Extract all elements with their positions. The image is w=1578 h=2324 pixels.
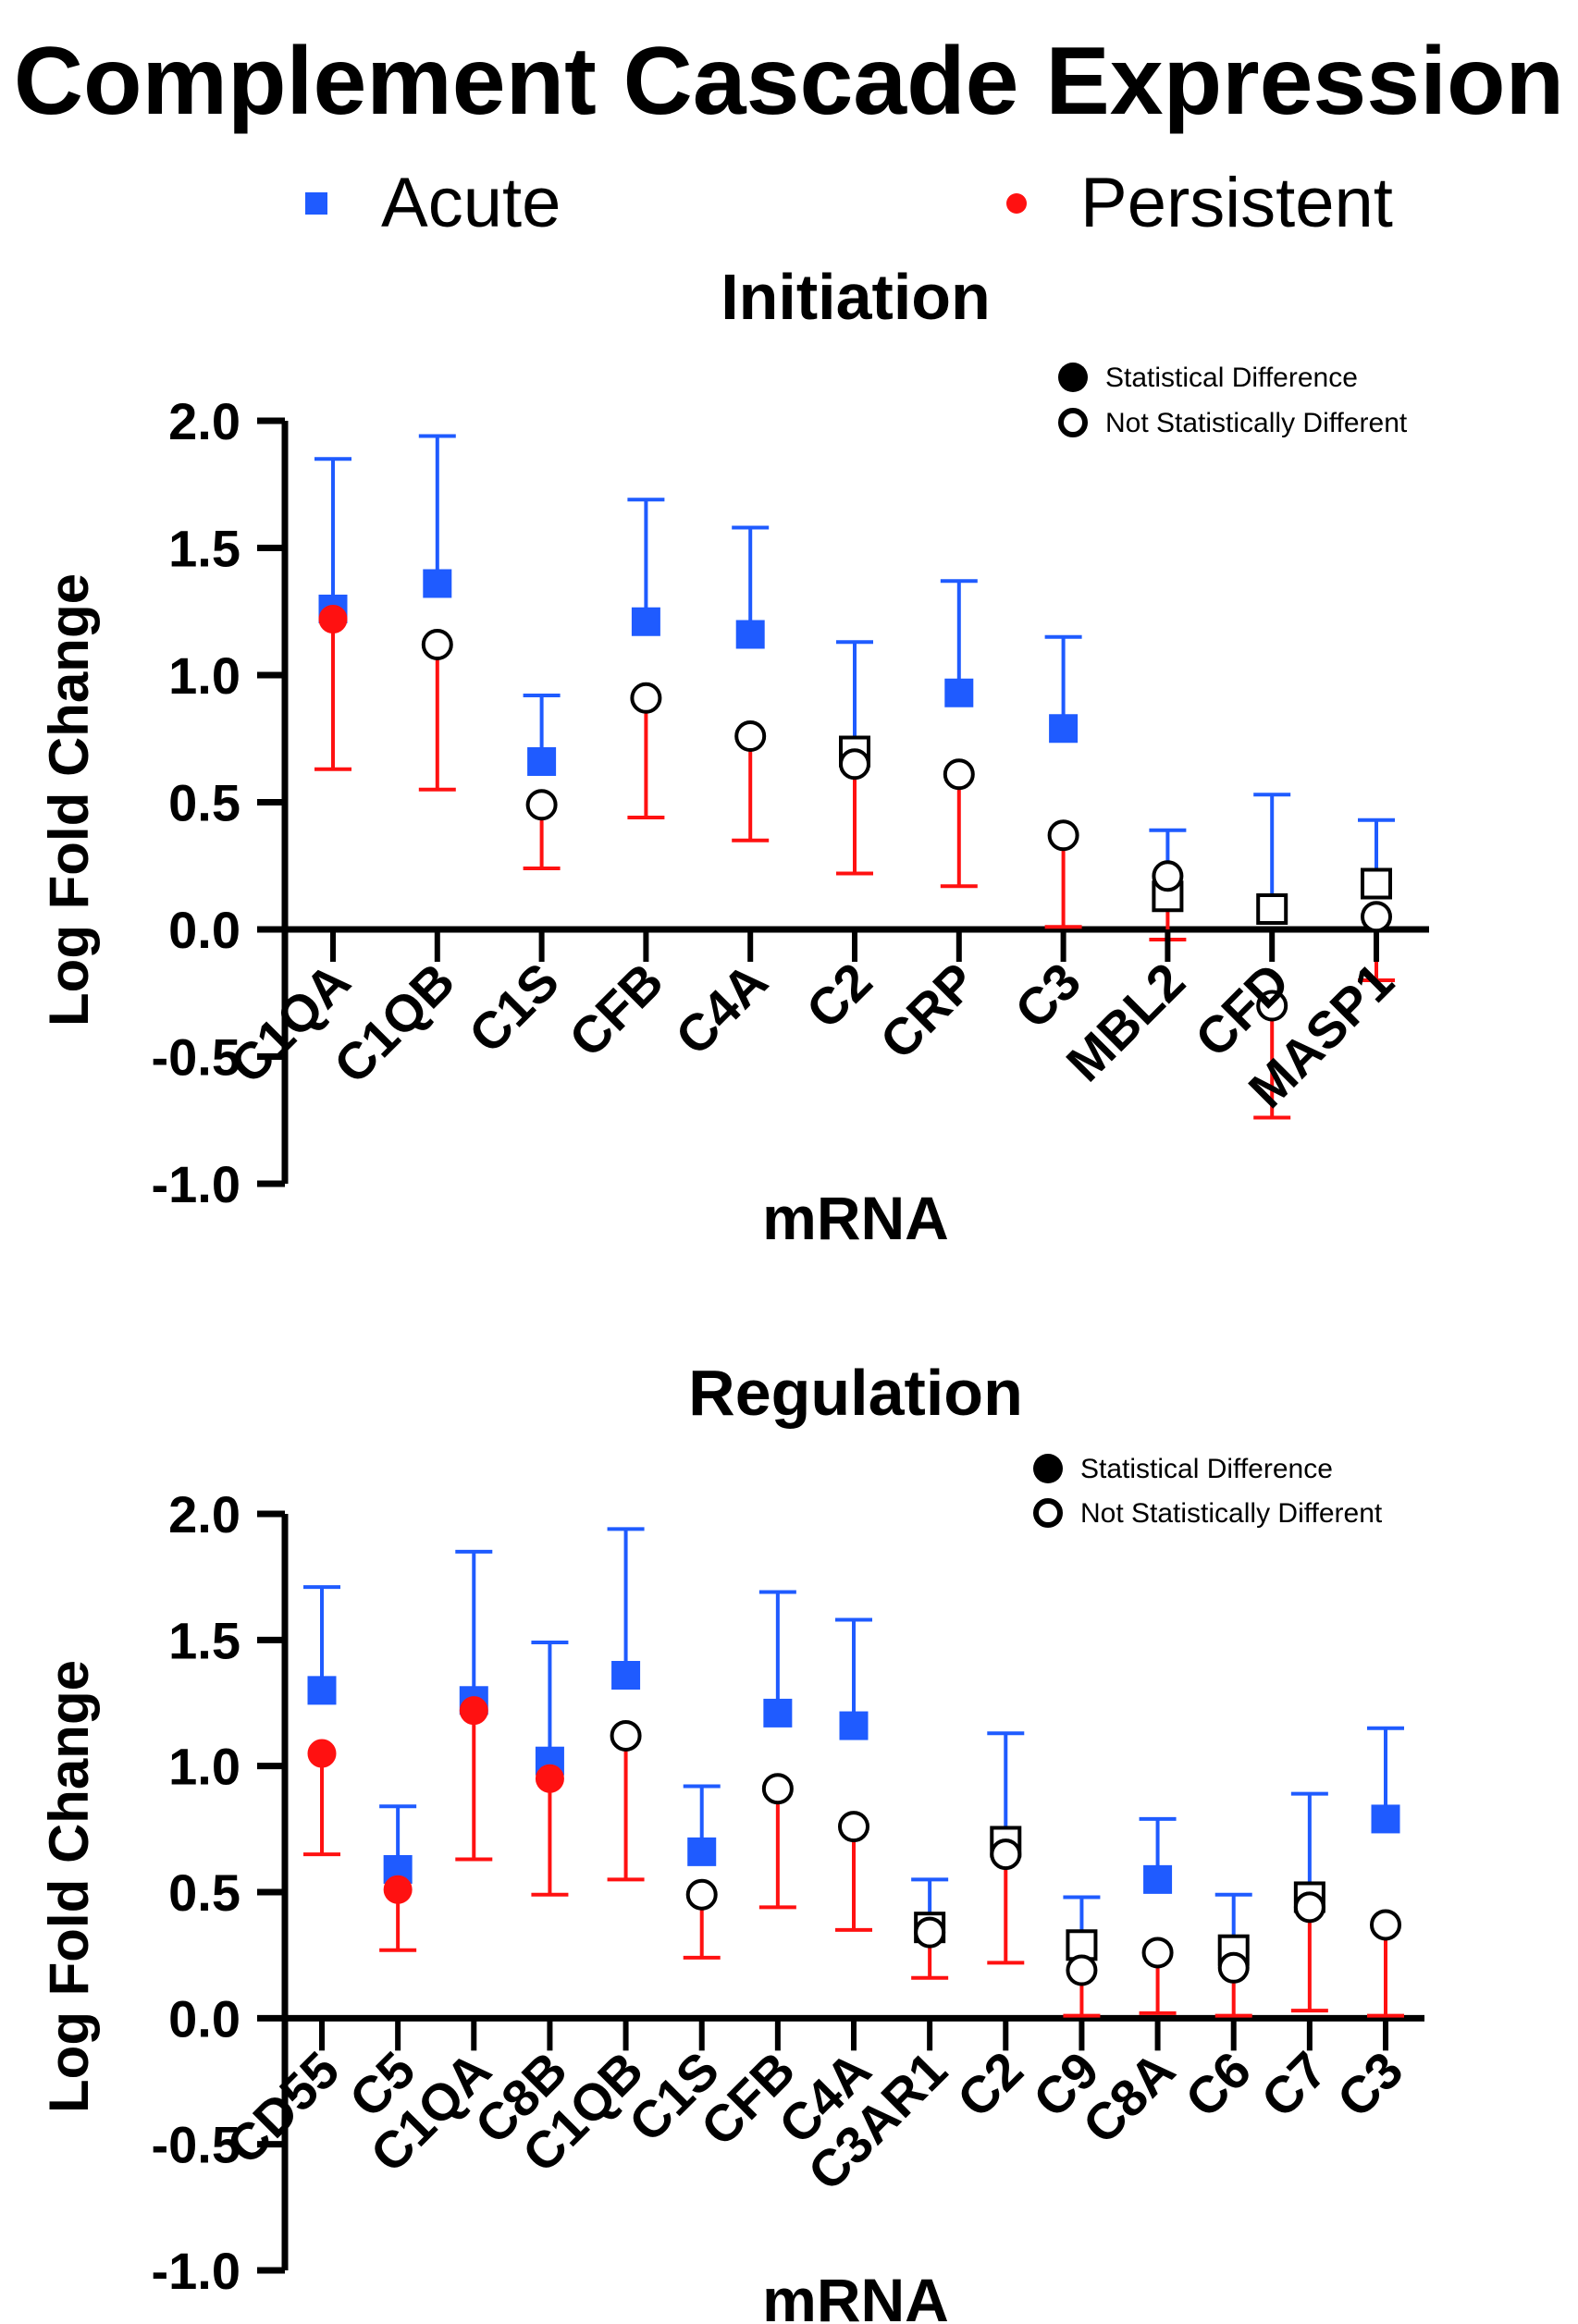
- point-persistent: [1141, 1937, 1174, 1969]
- point-acute: [423, 569, 452, 598]
- point-persistent: [943, 758, 975, 791]
- point-acute: [763, 1698, 793, 1728]
- x-axis-label: mRNA: [762, 1184, 949, 1252]
- point-persistent: [838, 1811, 869, 1843]
- marker-legend-open-label: Not Statistically Different: [1080, 1498, 1383, 1529]
- y-axis-label: Log Fold Change: [38, 573, 100, 1027]
- point-persistent: [685, 1878, 718, 1911]
- figure-title: Complement Cascade Expression: [13, 28, 1565, 135]
- x-axis-label: mRNA: [762, 2266, 949, 2324]
- x-tick-label: MBL2: [1055, 952, 1196, 1092]
- point-acute: [687, 1837, 717, 1866]
- point-persistent: [990, 1838, 1022, 1871]
- point-persistent: [1217, 1951, 1250, 1984]
- y-tick-label: 1.5: [168, 1611, 240, 1669]
- legend-item-persistent: Persistent: [1006, 157, 1393, 250]
- point-persistent: [383, 1875, 413, 1904]
- point-acute: [839, 1711, 869, 1740]
- point-persistent: [1361, 901, 1392, 933]
- x-tick-label: C8A: [1071, 2040, 1186, 2155]
- x-tick-label: C7: [1250, 2040, 1338, 2128]
- y-tick-label: -1.0: [152, 1155, 241, 1213]
- legend-label-acute: Acute: [381, 164, 561, 242]
- y-tick-label: 2.0: [168, 392, 240, 450]
- y-tick-label: 2.0: [168, 1485, 240, 1543]
- y-tick-label: 1.0: [168, 1738, 240, 1796]
- panel-title: Regulation: [688, 1357, 1023, 1429]
- y-tick-label: 1.0: [168, 646, 240, 705]
- x-tick-label: C2: [795, 952, 882, 1039]
- point-persistent: [1293, 1891, 1325, 1924]
- y-tick-label: -0.5: [152, 2116, 241, 2174]
- filled-circle-icon: [1058, 363, 1088, 392]
- point-acute: [1361, 867, 1392, 900]
- y-tick-label: 1.5: [168, 520, 240, 578]
- point-persistent: [318, 605, 348, 633]
- point-persistent: [839, 748, 870, 781]
- x-tick-label: CFB: [558, 952, 674, 1068]
- point-persistent: [914, 1916, 946, 1949]
- point-acute: [1049, 714, 1079, 744]
- x-tick-label: C4A: [664, 952, 779, 1066]
- point-persistent: [1047, 819, 1079, 852]
- point-persistent: [1152, 860, 1184, 892]
- y-tick-label: 0.5: [168, 774, 240, 832]
- point-acute: [631, 607, 660, 636]
- legend-label-persistent: Persistent: [1080, 164, 1393, 242]
- panel-title: Initiation: [721, 261, 991, 333]
- point-persistent: [421, 629, 453, 660]
- point-persistent: [734, 720, 767, 752]
- x-tick-label: C1S: [458, 952, 571, 1064]
- point-acute: [527, 747, 557, 776]
- point-persistent: [610, 1719, 642, 1752]
- point-acute: [1371, 1804, 1400, 1834]
- x-tick-label: C3: [1325, 2040, 1413, 2128]
- point-persistent: [307, 1739, 337, 1768]
- marker-legend-open-label: Not Statistically Different: [1105, 408, 1408, 438]
- open-circle-icon: [1058, 408, 1088, 437]
- x-tick-label: CRP: [869, 952, 987, 1070]
- legend-item-acute: Acute: [305, 157, 561, 250]
- point-persistent: [1066, 1954, 1098, 1986]
- x-tick-label: C1QA: [218, 952, 362, 1095]
- point-persistent: [525, 789, 558, 821]
- y-axis-label: Log Fold Change: [38, 1660, 100, 2113]
- y-tick-label: -0.5: [152, 1028, 241, 1087]
- y-tick-label: -1.0: [152, 2242, 241, 2300]
- filled-circle-icon: [1006, 193, 1027, 214]
- point-persistent: [630, 682, 662, 714]
- point-acute: [944, 678, 974, 707]
- point-persistent: [1256, 990, 1288, 1022]
- point-persistent: [459, 1696, 488, 1726]
- marker-legend-filled-label: Statistical Difference: [1080, 1454, 1333, 1484]
- filled-square-icon: [305, 192, 327, 215]
- point-acute: [611, 1661, 641, 1691]
- point-acute: [1143, 1864, 1173, 1894]
- point-acute: [735, 620, 765, 649]
- filled-circle-icon: [1033, 1454, 1063, 1483]
- open-circle-icon: [1033, 1498, 1063, 1528]
- point-persistent: [761, 1773, 794, 1805]
- point-persistent: [535, 1764, 564, 1793]
- y-tick-label: 0.0: [168, 1989, 240, 2047]
- x-tick-label: C3: [1004, 952, 1091, 1039]
- marker-legend-filled-label: Statistical Difference: [1105, 363, 1358, 393]
- x-tick-label: C2: [946, 2040, 1034, 2128]
- y-tick-label: 0.0: [168, 901, 240, 959]
- x-tick-label: C6: [1174, 2040, 1262, 2128]
- y-tick-label: 0.5: [168, 1863, 240, 1922]
- point-acute: [307, 1676, 337, 1705]
- x-tick-label: C1QB: [323, 952, 466, 1095]
- point-persistent: [1370, 1909, 1401, 1941]
- point-acute: [1256, 893, 1288, 925]
